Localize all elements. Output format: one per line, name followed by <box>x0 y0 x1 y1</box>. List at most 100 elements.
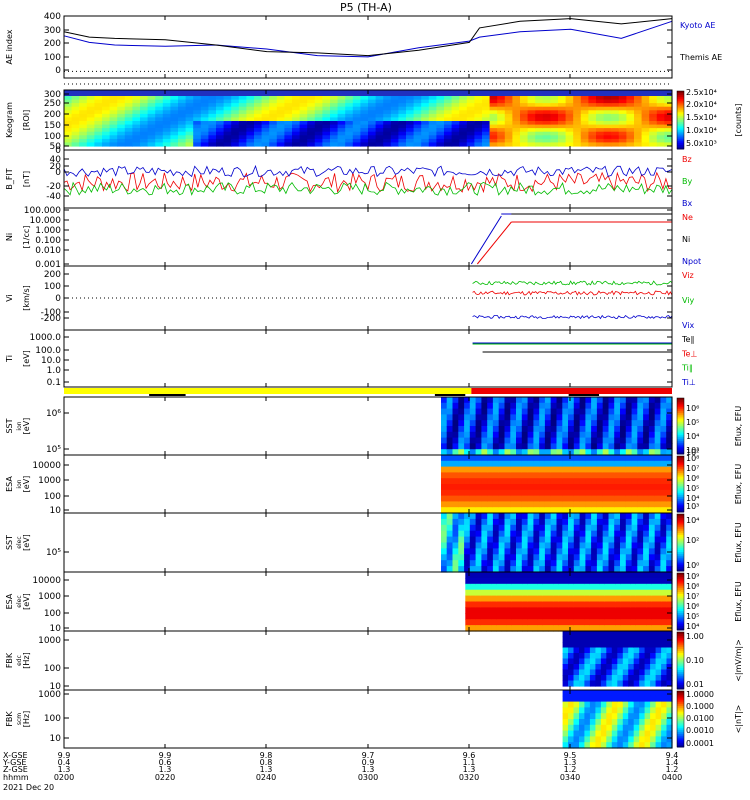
keogram-cell <box>656 113 665 119</box>
keogram-cell <box>360 135 369 140</box>
keogram-cell <box>193 138 202 144</box>
esa_burst-cell <box>532 589 539 597</box>
fbk_e-colorbar-cell <box>677 647 684 650</box>
keogram-cell <box>596 117 605 122</box>
sst_burst-cell <box>654 566 662 573</box>
keogram-cell <box>611 103 620 108</box>
esa_full-cell <box>596 478 604 485</box>
keogram-cell <box>421 131 430 136</box>
keogram-cell <box>102 106 111 111</box>
esa_full-cell <box>539 455 546 462</box>
keogram-cell <box>360 128 369 133</box>
fbk_e-cell <box>639 664 646 671</box>
esa_burst-cell <box>646 625 652 632</box>
esa_full-cell <box>591 501 598 508</box>
fbk_b-cell <box>644 695 651 703</box>
esa_burst-cell <box>563 619 570 626</box>
keogram-cell <box>86 128 95 133</box>
esa_full-cell <box>596 501 604 508</box>
fbk_b-colorbar-cell <box>677 741 684 744</box>
keogram-cell <box>573 124 582 129</box>
fbk_e-cell <box>655 636 662 643</box>
sst_full-cell <box>608 449 615 456</box>
esa_burst-cell <box>573 572 580 579</box>
esa_burst-cell <box>610 572 616 579</box>
keogram-cell <box>558 135 567 140</box>
keogram-cell <box>611 117 620 122</box>
fbk_b-colorbar-cell <box>677 691 684 694</box>
keogram-cell <box>155 117 164 122</box>
sst_full-cell <box>464 431 471 439</box>
keogram-cell <box>269 128 278 133</box>
keogram-cell <box>504 103 513 108</box>
esa_burst-cell <box>563 595 570 603</box>
esa_full-cell <box>481 501 488 508</box>
sst_full-cell <box>498 437 506 444</box>
bfield-line-by <box>63 181 673 197</box>
esa_burst-cell <box>656 625 663 632</box>
fbk_e-cell <box>628 653 635 660</box>
keogram-cell <box>337 96 346 101</box>
esa_burst-cell <box>558 583 565 591</box>
esa_full-cell <box>608 455 615 462</box>
keogram-cell <box>368 135 377 140</box>
keogram-cell <box>489 121 498 126</box>
keogram-cell <box>117 117 126 122</box>
sst_full-cell <box>481 431 488 439</box>
keogram-cell <box>573 121 582 126</box>
keogram-cell <box>307 128 316 133</box>
sst_burst-cell <box>464 560 471 567</box>
keogram-cell <box>573 128 582 133</box>
fbk_e-cell <box>600 664 607 671</box>
keogram-cell <box>413 103 422 108</box>
fbk_b-cell <box>584 719 591 726</box>
keogram-cell <box>482 110 491 115</box>
keogram-cell <box>428 110 437 115</box>
keogram-cell <box>231 106 240 111</box>
footer-xgse-value: 9.5 <box>564 751 577 760</box>
sst_full-cell <box>596 437 604 444</box>
esa_burst-cell <box>465 589 472 597</box>
esa_burst-cell <box>563 607 570 614</box>
esa_burst-cell <box>537 595 544 603</box>
esa_full-cell <box>625 455 633 462</box>
esa_burst-cell <box>584 583 590 591</box>
keogram-cell <box>337 128 346 133</box>
keogram-cell <box>117 103 126 108</box>
esa_burst-cell <box>465 613 472 620</box>
sst_full-cell <box>625 443 633 450</box>
keogram-cell <box>444 124 453 129</box>
keogram-cell <box>345 103 354 108</box>
esa_full-cell <box>458 495 465 502</box>
esa_full-cell <box>585 478 592 485</box>
keogram-cell <box>261 131 270 136</box>
keogram-cell <box>102 128 111 133</box>
keogram-cell <box>482 117 491 122</box>
sst_burst-cell <box>579 518 586 526</box>
esa_full-cell <box>660 455 667 462</box>
esa_burst-cell <box>661 613 668 620</box>
keogram-cell <box>406 96 415 101</box>
esa_full-cell <box>475 466 482 473</box>
fbk_e-cell <box>573 642 580 649</box>
esa_burst-cell <box>610 625 616 632</box>
esa_full-cell <box>510 484 517 491</box>
keogram-cell <box>406 110 415 115</box>
esa_burst-cell <box>625 601 632 608</box>
keogram-cell <box>162 99 171 104</box>
keogram-cell <box>231 96 240 101</box>
fbk_b-cell <box>650 736 657 743</box>
esa_full-cell <box>579 501 586 508</box>
keogram-cell <box>216 110 225 115</box>
keogram-cell <box>140 103 149 108</box>
sst_full-cell <box>539 431 546 439</box>
sst_burst-colorbar-cell <box>677 542 684 545</box>
esa_burst-cell <box>486 619 492 626</box>
fbk_e-cell <box>589 642 596 649</box>
keogram-cell <box>451 128 460 133</box>
esa_burst-colorbar-cell <box>677 626 684 629</box>
esa_full-cell <box>441 472 448 479</box>
keogram-cell <box>656 103 665 108</box>
keogram-cell <box>94 103 103 108</box>
fbk_e-cell <box>573 653 580 660</box>
